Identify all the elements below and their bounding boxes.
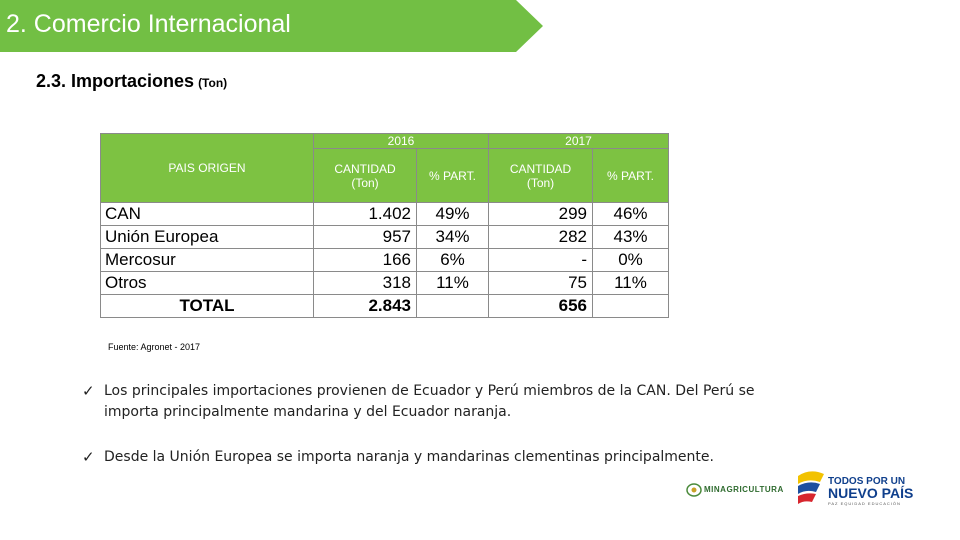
bullet-item: ✓ Los principales importaciones proviene… — [82, 381, 802, 423]
imports-table: PAIS ORIGEN 2016 2017 CANTIDAD (Ton) % P… — [100, 133, 669, 318]
share-2016-cell: 49% — [416, 202, 489, 226]
minagricultura-emblem — [686, 483, 702, 497]
section-title: 2. Comercio Internacional — [6, 10, 291, 38]
quantity-2016-cell: 957 — [313, 225, 417, 249]
table-row: Unión Europea 957 34% 282 43% — [100, 225, 669, 249]
quantity-2017-cell: 299 — [488, 202, 593, 226]
check-icon: ✓ — [82, 382, 95, 400]
government-logo-line1: TODOS POR UN — [828, 476, 906, 487]
total-2016-cell: 2.843 — [313, 294, 417, 318]
bullet-text: Desde la Unión Europea se importa naranj… — [104, 449, 714, 465]
banner-shape — [0, 0, 543, 52]
origin-cell: Mercosur — [100, 248, 314, 272]
header-year-2016: 2016 — [313, 133, 489, 149]
share-2016-cell: 11% — [416, 271, 489, 295]
quantity-2017-cell: 75 — [488, 271, 593, 295]
subsection-title-text: 2.3. Importaciones — [36, 71, 195, 91]
header-origin: PAIS ORIGEN — [100, 133, 314, 203]
government-logo-line2: NUEVO PAÍS — [828, 485, 914, 501]
subsection-title: 2.3. Importaciones (Ton) — [36, 71, 227, 92]
total-row: TOTAL 2.843 656 — [100, 294, 669, 318]
total-2017-cell: 656 — [488, 294, 593, 318]
government-logo-line3: PAZ EQUIDAD EDUCACIÓN — [828, 501, 901, 506]
header-year-2017: 2017 — [488, 133, 669, 149]
minagricultura-logo: MINAGRICULTURA — [686, 483, 790, 497]
quantity-2017-cell: - — [488, 248, 593, 272]
share-2017-cell: 11% — [592, 271, 669, 295]
quantity-2016-cell: 1.402 — [313, 202, 417, 226]
quantity-2017-cell: 282 — [488, 225, 593, 249]
header-quantity-unit: (Ton) — [351, 175, 379, 190]
table-row: Otros 318 11% 75 11% — [100, 271, 669, 295]
subsection-unit: (Ton) — [198, 76, 228, 90]
header-quantity-unit: (Ton) — [526, 175, 555, 190]
table-row: Mercosur 166 6% - 0% — [100, 248, 669, 272]
bullet-item: ✓ Desde la Unión Europea se importa nara… — [82, 447, 802, 468]
share-2017-cell: 0% — [592, 248, 669, 272]
empty-cell — [592, 294, 669, 318]
total-label: TOTAL — [100, 294, 314, 318]
check-icon: ✓ — [82, 448, 95, 466]
bullet-text: Los principales importaciones provienen … — [104, 383, 755, 420]
header-quantity-2016: CANTIDAD (Ton) — [313, 148, 417, 203]
header-quantity-label: CANTIDAD — [509, 161, 572, 176]
header-quantity-2017: CANTIDAD (Ton) — [488, 148, 593, 203]
origin-cell: Otros — [100, 271, 314, 295]
header-share-2016: % PART. — [416, 148, 489, 203]
source-note: Fuente: Agronet - 2017 — [108, 342, 201, 352]
header-quantity-label: CANTIDAD — [334, 161, 396, 176]
share-2017-cell: 43% — [592, 225, 669, 249]
quantity-2016-cell: 318 — [313, 271, 417, 295]
origin-cell: Unión Europea — [100, 225, 314, 249]
header-share-2017: % PART. — [592, 148, 669, 203]
origin-cell: CAN — [100, 202, 314, 226]
quantity-2016-cell: 166 — [313, 248, 417, 272]
empty-cell — [416, 294, 489, 318]
flag-emblem-icon — [798, 471, 824, 504]
section-banner: 2. Comercio Internacional — [0, 0, 545, 52]
share-2017-cell: 46% — [592, 202, 669, 226]
government-logo: TODOS POR UN NUEVO PAÍS PAZ EQUIDAD EDUC… — [794, 468, 914, 513]
share-2016-cell: 34% — [416, 225, 489, 249]
share-2016-cell: 6% — [416, 248, 489, 272]
table-row: CAN 1.402 49% 299 46% — [100, 202, 669, 226]
minagricultura-text: MINAGRICULTURA — [704, 485, 784, 494]
